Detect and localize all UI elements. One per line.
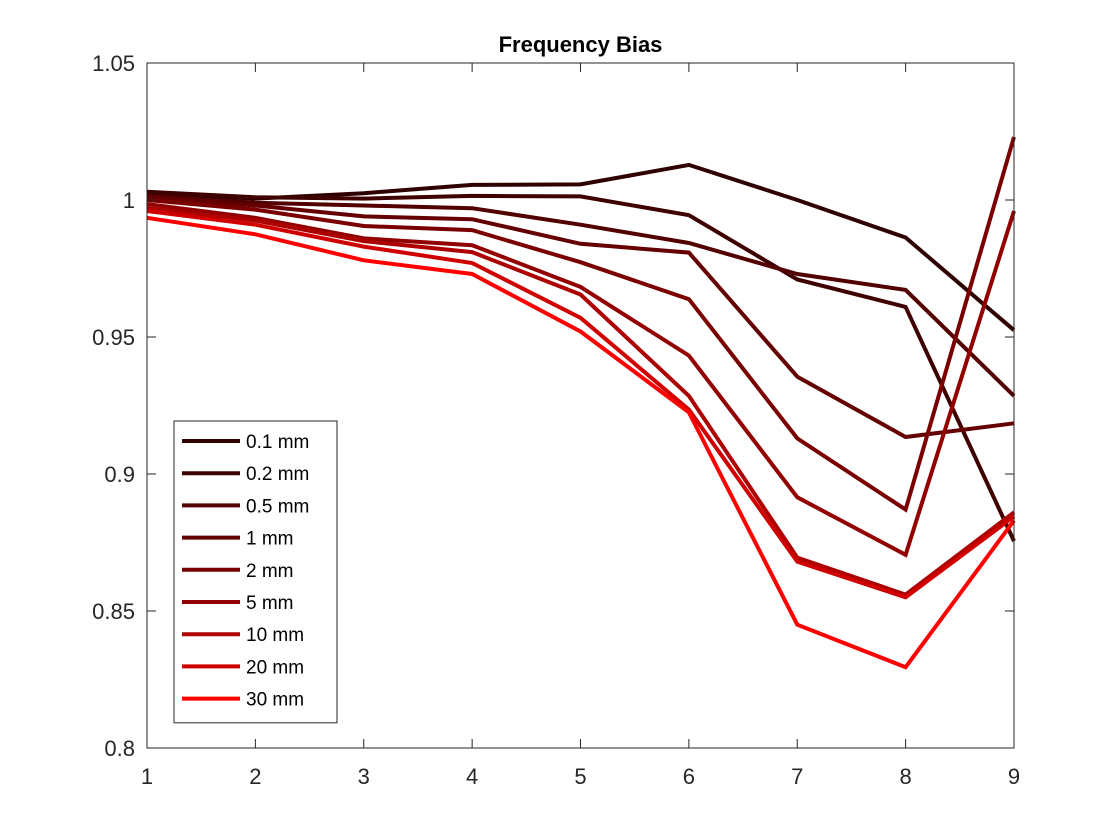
legend-label: 5 mm	[246, 593, 294, 614]
x-tick-label: 4	[466, 764, 478, 789]
x-tick-label: 5	[574, 764, 586, 789]
x-tick-label: 1	[141, 764, 153, 789]
axes-layer: 1 2 3 4 5 6 7 8 9 0.8 0.85 0.9 0.95 1 1.05	[92, 51, 1020, 789]
series-layer	[146, 136, 1016, 670]
x-tick-label: 9	[1008, 764, 1020, 789]
legend-label: 0.2 mm	[246, 464, 309, 485]
legend: 0.1 mm 0.2 mm 0.5 mm 1 mm 2 mm 5 mm 10 mm 20 mm…	[173, 420, 338, 724]
legend-label: 1 mm	[246, 529, 294, 550]
series-line-6	[146, 202, 1016, 558]
y-tick-label: 0.95	[92, 325, 135, 350]
series-line-3	[146, 193, 1016, 398]
x-tick-label: 7	[791, 764, 803, 789]
legend-label: 30 mm	[246, 690, 304, 711]
y-tick-label: 0.85	[92, 599, 135, 624]
series-line-2	[146, 189, 1016, 542]
legend-label: 10 mm	[246, 625, 304, 646]
series-line-7	[146, 206, 1016, 597]
series-line-9	[146, 215, 1016, 670]
legend-label: 0.5 mm	[246, 496, 309, 517]
y-tick-label: 0.8	[104, 736, 135, 761]
x-tick-label: 2	[249, 764, 261, 789]
x-tick-label: 6	[683, 764, 695, 789]
series-line-5	[146, 136, 1016, 513]
x-tick-label: 8	[900, 764, 912, 789]
legend-label: 0.1 mm	[246, 432, 309, 453]
legend-label: 2 mm	[246, 561, 294, 582]
y-tick-label: 1	[123, 188, 135, 213]
chart-title: Frequency Bias	[499, 32, 663, 57]
series-line-8	[146, 209, 1016, 600]
y-tick-label: 0.9	[104, 462, 135, 487]
y-tick-label: 1.05	[92, 51, 135, 76]
x-tick-label: 3	[358, 764, 370, 789]
series-line-4	[146, 195, 1015, 440]
legend-label: 20 mm	[246, 657, 304, 678]
